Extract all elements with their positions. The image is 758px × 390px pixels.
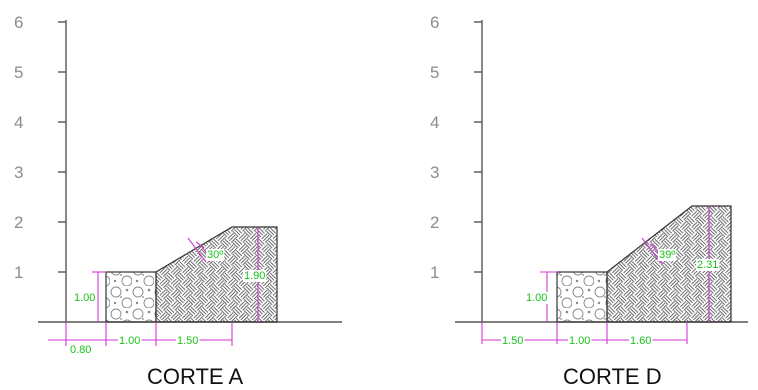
y-tick-label: 2 xyxy=(14,213,23,232)
dim-filter-width: 1.00 xyxy=(119,335,140,347)
dim-text-backing xyxy=(69,344,93,356)
dim-filter-width: 1.00 xyxy=(569,335,590,347)
dim-text-backing xyxy=(501,335,525,347)
y-tick-label: 6 xyxy=(430,13,439,32)
fill-block-hatch xyxy=(155,226,278,323)
dim-text-backing xyxy=(658,249,677,261)
dim-text-backing xyxy=(696,259,720,271)
y-tick-label: 3 xyxy=(14,163,23,182)
section-title: CORTE A xyxy=(147,364,244,389)
dim-text-backing xyxy=(525,292,549,304)
dim-text-backing xyxy=(73,292,97,304)
dim-fill-height: 1.90 xyxy=(244,270,265,282)
filter-block-circles xyxy=(556,271,608,323)
dim-text-backing xyxy=(118,335,142,347)
dim-angle: 39º xyxy=(659,249,675,261)
dim-text-backing xyxy=(176,335,200,347)
y-tick-label: 5 xyxy=(14,63,23,82)
dim-fill-height: 2.31 xyxy=(697,259,718,271)
y-tick-label: 2 xyxy=(430,213,439,232)
y-tick-label: 3 xyxy=(430,163,439,182)
y-tick-label: 1 xyxy=(14,263,23,282)
dim-slope-base: 1.60 xyxy=(630,335,651,347)
y-tick-label: 1 xyxy=(430,263,439,282)
dim-text-backing xyxy=(243,270,267,282)
y-ticks xyxy=(58,21,66,273)
dim-text-backing xyxy=(568,335,592,347)
filter-block-circles xyxy=(105,271,157,323)
dim-left-offset: 1.50 xyxy=(502,335,523,347)
y-tick-label: 4 xyxy=(14,113,23,132)
y-tick-label: 6 xyxy=(14,13,23,32)
section-corte-d: 6 5 4 3 2 1 1.50 1.00 1.60 1.00 2.31 39º… xyxy=(430,13,748,389)
dim-text-backing xyxy=(629,335,653,347)
dimension-lines xyxy=(48,227,259,346)
y-ticks xyxy=(474,21,482,273)
y-tick-label: 4 xyxy=(430,113,439,132)
dim-left-offset: 0.80 xyxy=(70,344,91,356)
dim-filter-height: 1.00 xyxy=(74,292,95,304)
fill-block-hatch xyxy=(606,205,732,323)
dim-text-backing xyxy=(206,249,225,261)
dim-filter-height: 1.00 xyxy=(526,292,547,304)
section-corte-a: 6 5 4 3 2 1 0.80 1.00 1.50 1 xyxy=(14,13,342,389)
dim-slope-base: 1.50 xyxy=(177,335,198,347)
y-tick-label: 5 xyxy=(430,63,439,82)
dim-angle: 30º xyxy=(207,249,223,261)
section-title: CORTE D xyxy=(563,364,662,389)
